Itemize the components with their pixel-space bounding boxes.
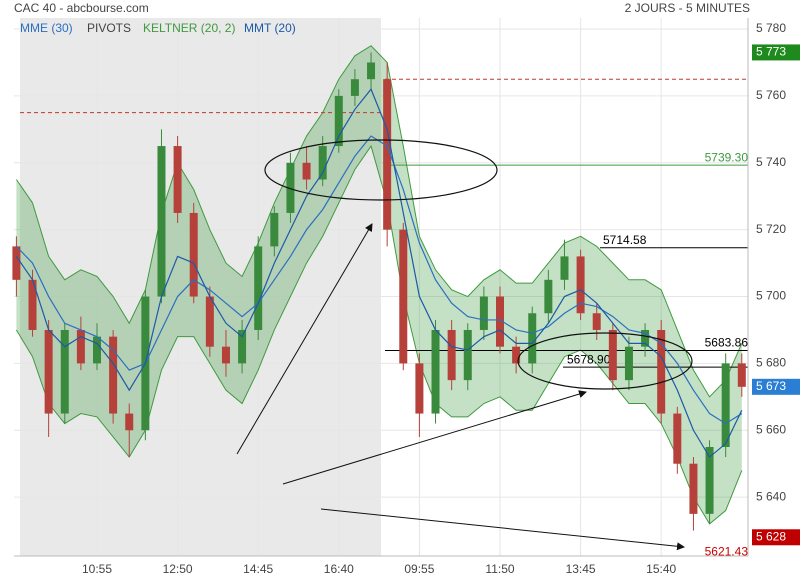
candle-body <box>367 62 376 80</box>
candle-body <box>221 346 230 364</box>
pivot-label: 5678.90 <box>567 352 611 366</box>
y-tick-label: 5 760 <box>756 88 786 102</box>
pivot-label: 5714.58 <box>603 233 647 247</box>
legend-entry: PIVOTS <box>87 21 131 35</box>
price-tag-label: 5 628 <box>756 529 786 543</box>
candle-body <box>721 363 730 447</box>
candle-body <box>286 162 295 213</box>
annotation-ellipse <box>264 139 498 201</box>
y-tick-label: 5 680 <box>756 356 786 370</box>
legend-entry: KELTNER (20, 2) <box>143 21 235 35</box>
candle-body <box>399 229 408 364</box>
previous-session <box>20 18 381 556</box>
candle-body <box>431 329 440 414</box>
x-tick-label: 10:55 <box>82 562 112 576</box>
candle-body <box>350 79 359 96</box>
candle-body <box>496 296 504 347</box>
candle-body <box>125 413 134 431</box>
annotation-arrow <box>282 390 587 485</box>
y-tick-label: 5 700 <box>756 289 786 303</box>
annotation-arrow <box>236 223 373 455</box>
y-tick-label: 5 640 <box>756 489 786 503</box>
candle-body <box>238 329 247 364</box>
candle-body <box>544 279 553 314</box>
candle-body <box>689 463 698 514</box>
legend-entry: MME (30) <box>20 21 73 35</box>
candle-body <box>705 446 714 514</box>
candle-body <box>641 329 650 347</box>
price-tag-label: 5 673 <box>756 379 786 393</box>
candle-body <box>302 162 311 180</box>
candle-body <box>673 413 682 464</box>
candle-body <box>173 146 182 213</box>
candle-body <box>189 212 198 297</box>
candle-body <box>415 363 424 414</box>
annotation-arrow <box>320 508 685 551</box>
candle-body <box>657 329 666 414</box>
candle-body <box>624 346 633 381</box>
candle-body <box>109 336 118 414</box>
keltner-upper <box>15 45 743 398</box>
candle-body <box>463 329 472 381</box>
keltner-lower <box>15 144 743 525</box>
pivot-label: 5621.43 <box>705 544 749 558</box>
x-tick-label: 13:45 <box>566 562 596 576</box>
candle-body <box>44 329 53 414</box>
y-tick-label: 5 720 <box>756 222 786 236</box>
x-tick-label: 14:45 <box>243 562 273 576</box>
y-tick-label: 5 660 <box>756 422 786 436</box>
legend-entry: MMT (20) <box>244 21 296 35</box>
pivot-label: 5739.30 <box>705 150 749 164</box>
candle-body <box>592 313 601 330</box>
annotation-ellipse <box>517 332 693 390</box>
candle-body <box>608 329 617 381</box>
candle-body <box>254 246 263 330</box>
candle-body <box>12 246 21 280</box>
y-tick-label: 5 780 <box>756 21 786 35</box>
x-tick-label: 11:50 <box>485 562 514 576</box>
candle-body <box>28 279 37 330</box>
x-tick-label: 15:40 <box>646 562 676 576</box>
candle-body <box>528 313 537 364</box>
candle-body <box>270 212 279 247</box>
candle-body <box>205 296 214 347</box>
candle-body <box>576 256 585 314</box>
price-tag <box>752 529 800 546</box>
candle-body <box>560 256 569 280</box>
candle-body <box>737 363 746 387</box>
candle-body <box>512 346 521 364</box>
candle-body <box>479 296 488 330</box>
moving-average <box>15 135 743 425</box>
candle-body <box>60 329 69 414</box>
candle-body <box>447 329 456 381</box>
candle-body <box>93 336 101 364</box>
price-tag-label: 5 773 <box>756 45 786 59</box>
chart-subtitle: 2 JOURS - 5 MINUTES <box>625 1 750 15</box>
candle-body <box>157 146 166 297</box>
candle-body <box>318 146 327 180</box>
x-tick-label: 12:50 <box>163 562 193 576</box>
candle-body <box>334 95 343 147</box>
x-tick-label: 09:55 <box>404 562 434 576</box>
candle-body <box>383 79 392 230</box>
chart-title: CAC 40 - abcbourse.com <box>14 1 149 15</box>
x-tick-label: 16:40 <box>324 562 354 576</box>
price-tag <box>752 378 800 395</box>
pivot-label: 5683.86 <box>705 336 749 350</box>
y-tick-label: 5 740 <box>756 155 786 169</box>
price-tag <box>752 44 800 61</box>
candle-body <box>76 329 85 364</box>
